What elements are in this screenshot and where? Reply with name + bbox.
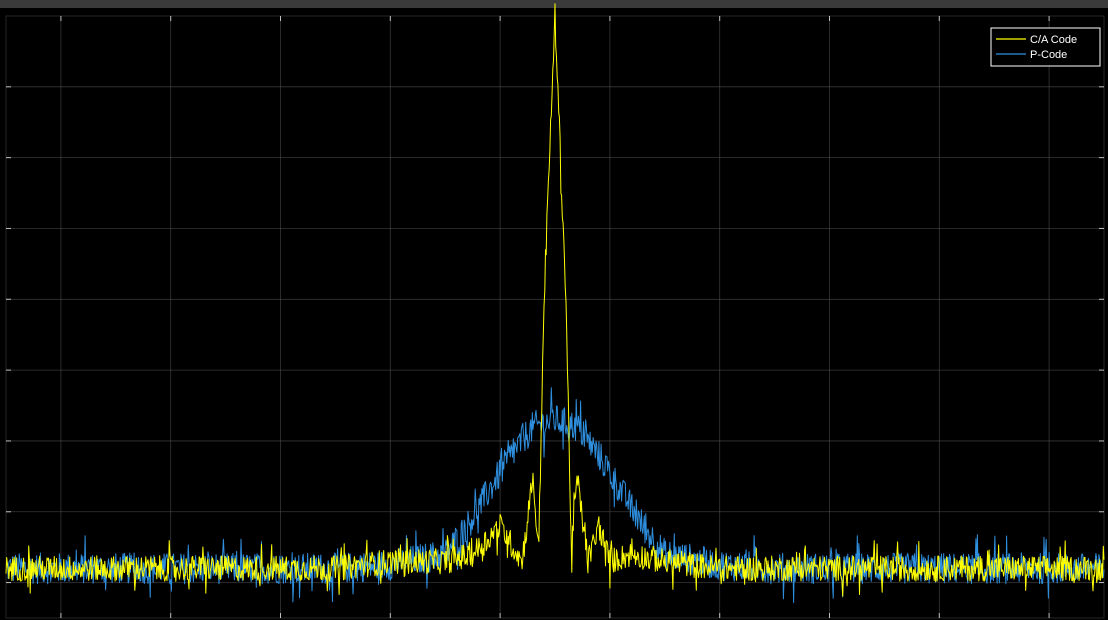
axes-background <box>5 15 1105 619</box>
legend-box <box>990 27 1101 67</box>
figure-top-bar <box>0 0 1108 8</box>
axis-ticks <box>6 16 1104 618</box>
legend-label-ca-code: C/A Code <box>1030 34 1077 46</box>
series-line-c-a-code <box>5 3 1105 597</box>
legend: C/A Code P-Code <box>990 27 1101 67</box>
grid-lines <box>6 16 1104 618</box>
series-line-p-code <box>5 387 1105 603</box>
legend-label-p-code: P-Code <box>1030 49 1067 61</box>
series-layer <box>5 3 1105 603</box>
